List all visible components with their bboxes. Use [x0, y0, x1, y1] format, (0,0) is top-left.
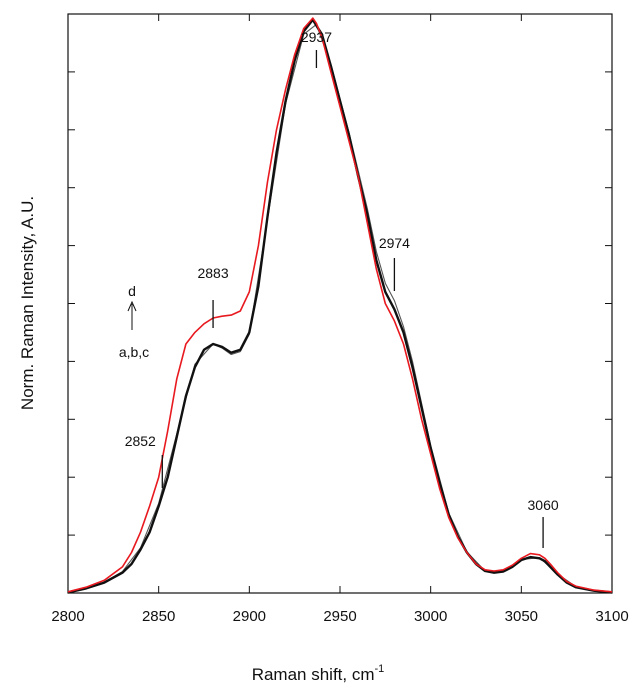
peak-label: 2883: [197, 265, 228, 281]
x-axis-ticks: 2800 2850 2900 2950 3000 3050 3100: [51, 14, 629, 625]
x-tick-label: 3050: [505, 608, 538, 625]
peak-label: 3060: [528, 497, 559, 513]
peak-label: 2974: [379, 235, 410, 251]
series-line-red: [67, 17, 613, 593]
legend-note-bottom: a,b,c: [119, 344, 149, 360]
x-tick-label: 3000: [414, 608, 447, 625]
series-layer: [67, 17, 613, 594]
x-tick-label: 2950: [323, 608, 356, 625]
legend-note-top: d: [128, 283, 136, 299]
x-tick-label: 2800: [51, 608, 84, 625]
x-tick-label: 3100: [595, 608, 628, 625]
series-line-black: [67, 18, 613, 594]
y-axis-title: Norm. Raman Intensity, A.U.: [18, 196, 37, 410]
x-tick-label: 2900: [233, 608, 266, 625]
x-tick-label: 2850: [142, 608, 175, 625]
peak-label: 2852: [125, 433, 156, 449]
y-axis-ticks: [68, 13, 612, 594]
x-axis-title: Raman shift, cm-1: [252, 663, 385, 684]
peak-label: 2937: [301, 29, 332, 45]
peak-annotations: 2937 2974 2883 2852 3060: [125, 29, 559, 548]
x-axis-title-superscript: -1: [375, 663, 385, 675]
legend-note-arrow-head: [127, 300, 137, 312]
